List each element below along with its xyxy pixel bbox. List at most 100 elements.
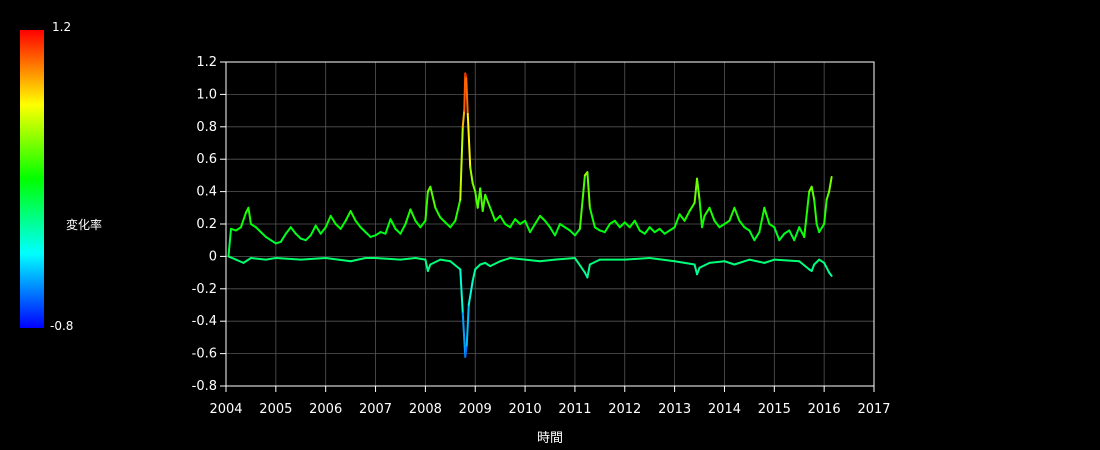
line-segment — [274, 257, 302, 261]
line-segment — [461, 109, 466, 128]
colorbar-gradient — [20, 30, 44, 328]
line-segment — [354, 219, 362, 229]
line-segment — [810, 185, 816, 201]
line-segment — [234, 258, 245, 264]
line-segment — [489, 206, 497, 222]
line-segment — [449, 260, 462, 271]
line-segment — [703, 206, 711, 217]
y-tick-labels: 1.2 1.0 0.8 0.6 0.4 0.2 0 -0.2 -0.4 -0.6 -0.8 — [192, 55, 217, 394]
line-segment — [643, 226, 651, 235]
line-segment — [613, 219, 621, 229]
line-segment — [748, 229, 756, 242]
line-segment — [459, 125, 464, 201]
line-segment — [524, 258, 542, 263]
y-tick-label: -0.4 — [192, 314, 217, 329]
line-segment — [758, 206, 766, 234]
line-segment — [648, 226, 656, 234]
line-segment — [467, 279, 474, 306]
line-segment — [553, 223, 561, 237]
line-segment — [539, 258, 556, 263]
line-segment — [648, 257, 676, 263]
grid — [225, 61, 875, 387]
x-tick-label: 2012 — [608, 402, 641, 417]
line-segment — [459, 268, 464, 315]
line-segment — [828, 176, 833, 193]
line-segment — [464, 344, 468, 358]
line-segment — [688, 201, 696, 213]
line-segment — [499, 257, 512, 263]
line-segment — [773, 226, 781, 242]
y-tick-label: -0.8 — [192, 379, 217, 394]
line-segment — [264, 257, 277, 261]
line-segment — [389, 218, 397, 230]
line-segment — [429, 185, 437, 209]
line-segment — [544, 219, 551, 229]
x-tick-label: 2011 — [558, 402, 591, 417]
line-segment — [294, 232, 302, 240]
line-segment — [414, 257, 427, 261]
line-segment — [798, 260, 811, 271]
line-segment — [738, 219, 746, 229]
line-segment — [539, 214, 547, 222]
line-segment — [349, 257, 367, 263]
line-segment — [773, 258, 801, 263]
line-segment — [793, 226, 801, 242]
x-tick-label: 2006 — [309, 402, 342, 417]
line-segment — [349, 210, 357, 222]
line-segment — [753, 231, 761, 242]
line-segment — [339, 219, 347, 230]
line-segment — [465, 77, 469, 115]
line-segment — [227, 255, 237, 261]
line-segment — [748, 258, 766, 264]
line-segment — [763, 258, 776, 264]
line-segment — [499, 214, 507, 225]
line-segment — [359, 226, 367, 234]
y-tick-label: -0.6 — [192, 347, 217, 362]
line-segment — [466, 112, 472, 169]
line-segment — [394, 227, 402, 235]
line-segment — [364, 231, 372, 238]
line-segment — [429, 258, 442, 266]
line-segment — [673, 260, 696, 266]
line-segment — [309, 224, 317, 237]
line-segment — [529, 223, 537, 234]
y-tick-label: 1.0 — [196, 87, 217, 102]
line-segment — [465, 304, 470, 347]
line-segment — [823, 261, 831, 274]
line-segment — [454, 198, 462, 222]
line-segment — [284, 226, 292, 235]
x-tick-label: 2009 — [459, 402, 492, 417]
line-segment — [242, 257, 252, 264]
line-segment — [324, 214, 332, 229]
line-segment — [573, 257, 586, 274]
y-tick-label: -0.2 — [192, 282, 217, 297]
line-segment — [628, 219, 636, 229]
line-segment — [319, 226, 327, 235]
line-segment — [701, 214, 706, 229]
colorbar — [20, 30, 44, 328]
line-segment — [683, 210, 691, 222]
line-segment — [409, 208, 417, 222]
line-segment — [324, 257, 352, 263]
colorbar-max-label: 1.2 — [52, 20, 72, 34]
line-segment — [568, 229, 576, 237]
x-tick-label: 2017 — [857, 402, 890, 417]
x-tick-label: 2010 — [509, 402, 542, 417]
y-tick-label: 0.4 — [196, 185, 217, 200]
line-segment — [578, 174, 586, 230]
line-segment — [708, 206, 716, 222]
line-segment — [471, 268, 477, 282]
line-segment — [489, 260, 502, 268]
plot-frame — [225, 61, 875, 387]
line-segment — [696, 266, 701, 276]
line-segment — [723, 260, 736, 266]
x-tick-label: 2014 — [708, 402, 741, 417]
line-segment — [810, 263, 816, 272]
line-segment — [618, 221, 626, 229]
line-segment — [439, 258, 452, 263]
line-segment — [588, 206, 596, 229]
x-tick-label: 2008 — [409, 402, 442, 417]
line-segment — [279, 232, 287, 243]
line-segment — [399, 257, 417, 261]
